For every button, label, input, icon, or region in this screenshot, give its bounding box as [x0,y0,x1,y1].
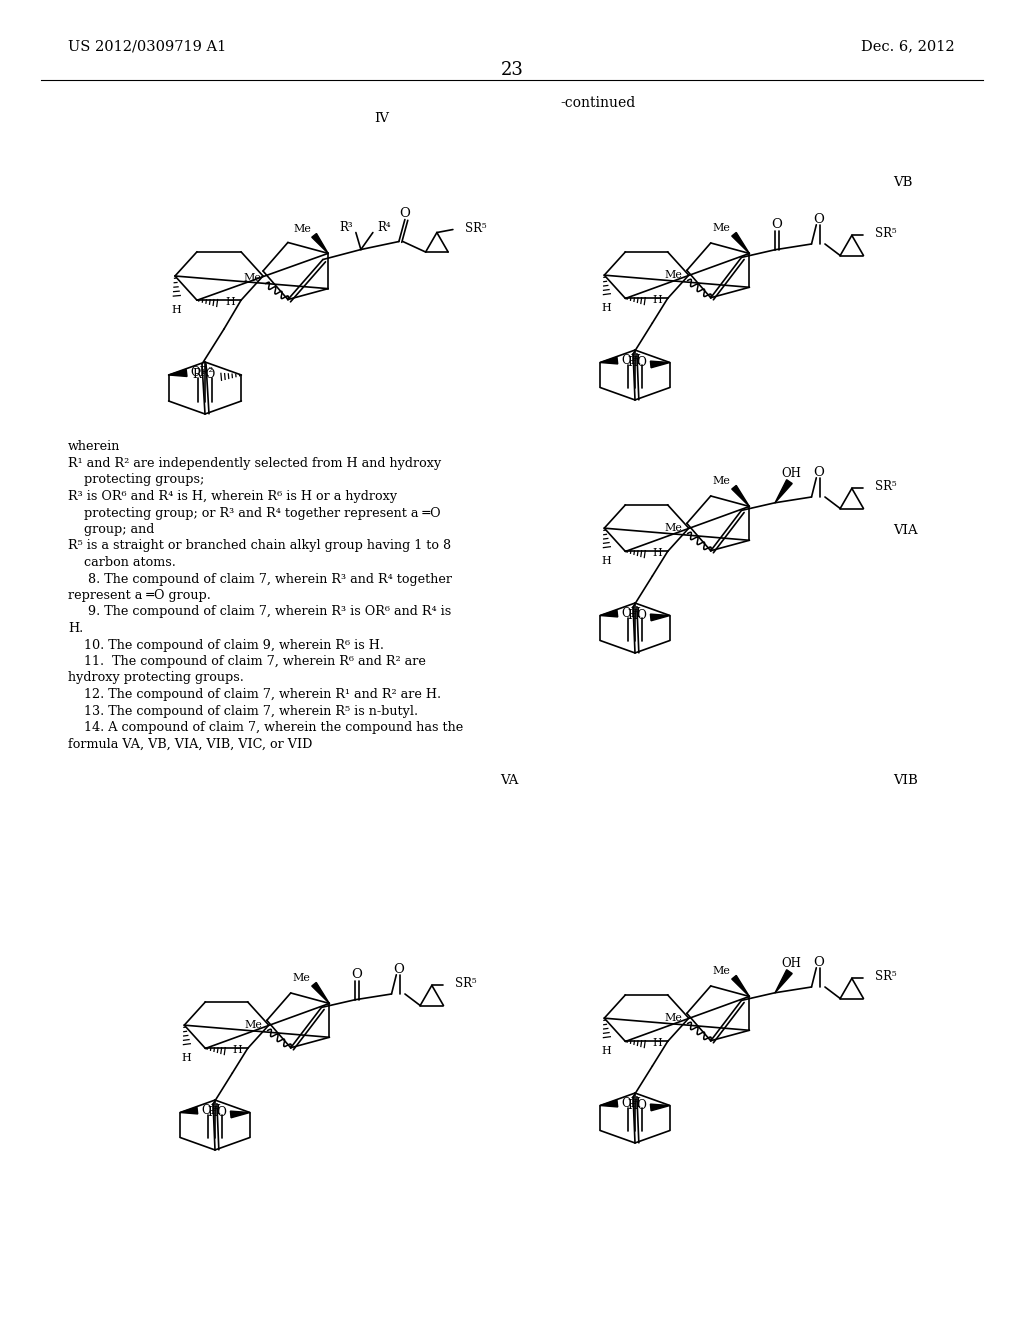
Text: Me: Me [293,224,311,235]
Text: R¹O: R¹O [193,368,215,381]
Polygon shape [650,614,670,620]
Text: H: H [225,297,234,308]
Text: OH: OH [622,1097,641,1110]
Text: O: O [771,218,782,231]
Polygon shape [732,232,750,253]
Polygon shape [775,970,793,993]
Text: Me: Me [292,973,310,983]
Text: SR⁵: SR⁵ [874,970,896,983]
Text: SR⁵: SR⁵ [874,227,896,240]
Text: 10. The compound of claim 9, wherein R⁶ is H.: 10. The compound of claim 9, wherein R⁶ … [68,639,384,652]
Text: Me: Me [244,1020,262,1030]
Text: R⁵ is a straight or branched chain alkyl group having 1 to 8: R⁵ is a straight or branched chain alkyl… [68,540,452,553]
Text: H: H [601,556,611,566]
Text: H: H [601,1045,611,1056]
Text: 12. The compound of claim 7, wherein R¹ and R² are H.: 12. The compound of claim 7, wherein R¹ … [68,688,441,701]
Text: Me: Me [713,966,730,977]
Text: VB: VB [893,177,912,190]
Text: carbon atoms.: carbon atoms. [68,556,176,569]
Text: 11.  The compound of claim 7, wherein R⁶ and R² are: 11. The compound of claim 7, wherein R⁶ … [68,655,426,668]
Text: group; and: group; and [68,523,155,536]
Text: protecting group; or R³ and R⁴ together represent a ═O: protecting group; or R³ and R⁴ together … [68,507,440,520]
Polygon shape [600,358,617,364]
Polygon shape [180,1107,198,1114]
Text: Me: Me [713,477,730,487]
Text: 13. The compound of claim 7, wherein R⁵ is n-butyl.: 13. The compound of claim 7, wherein R⁵ … [68,705,418,718]
Text: VA: VA [500,774,518,787]
Text: HO: HO [627,609,647,622]
Polygon shape [775,479,793,503]
Text: OR²: OR² [190,367,214,380]
Text: H: H [181,1053,191,1063]
Polygon shape [230,1111,250,1118]
Text: H.: H. [68,622,83,635]
Polygon shape [600,610,617,616]
Text: OH: OH [781,957,802,970]
Text: O: O [813,213,823,226]
Text: US 2012/0309719 A1: US 2012/0309719 A1 [68,40,226,53]
Text: Me: Me [243,272,261,282]
Text: represent a ═O group.: represent a ═O group. [68,589,211,602]
Text: OH: OH [781,467,802,480]
Text: H: H [652,548,663,558]
Text: VIB: VIB [893,774,918,787]
Text: O: O [813,956,823,969]
Text: OH: OH [201,1104,221,1117]
Text: protecting groups;: protecting groups; [68,474,204,487]
Text: Me: Me [713,223,730,234]
Text: HO: HO [207,1106,227,1119]
Polygon shape [650,1104,670,1111]
Text: VIA: VIA [893,524,918,536]
Text: Dec. 6, 2012: Dec. 6, 2012 [861,40,955,53]
Text: IV: IV [374,111,389,124]
Text: 9. The compound of claim 7, wherein R³ is OR⁶ and R⁴ is: 9. The compound of claim 7, wherein R³ i… [68,606,452,619]
Polygon shape [311,982,330,1003]
Polygon shape [650,362,670,368]
Text: hydroxy protecting groups.: hydroxy protecting groups. [68,672,244,685]
Polygon shape [311,234,328,253]
Text: -continued: -continued [560,96,635,110]
Text: HO: HO [627,1100,647,1111]
Text: R¹ and R² are independently selected from H and hydroxy: R¹ and R² are independently selected fro… [68,457,441,470]
Text: OH: OH [622,354,641,367]
Text: H: H [232,1045,242,1056]
Text: R³: R³ [339,220,353,234]
Text: Me: Me [664,1012,682,1023]
Text: H: H [171,305,181,315]
Polygon shape [732,486,750,507]
Text: O: O [393,962,403,975]
Text: H: H [601,304,611,313]
Text: Me: Me [664,523,682,533]
Text: H: H [652,1039,663,1048]
Polygon shape [600,1101,617,1107]
Text: R³ is OR⁶ and R⁴ is H, wherein R⁶ is H or a hydroxy: R³ is OR⁶ and R⁴ is H, wherein R⁶ is H o… [68,490,397,503]
Text: SR⁵: SR⁵ [465,222,486,235]
Text: wherein: wherein [68,441,121,454]
Text: 8. The compound of claim 7, wherein R³ and R⁴ together: 8. The compound of claim 7, wherein R³ a… [68,573,452,586]
Text: O: O [813,466,823,479]
Text: OH: OH [622,607,641,620]
Text: Me: Me [664,269,682,280]
Text: HO: HO [627,356,647,370]
Text: H: H [652,296,663,305]
Text: O: O [399,207,411,220]
Polygon shape [169,370,187,376]
Text: SR⁵: SR⁵ [455,977,476,990]
Text: 23: 23 [501,61,523,79]
Text: 14. A compound of claim 7, wherein the compound has the: 14. A compound of claim 7, wherein the c… [68,721,463,734]
Text: formula VA, VB, VIA, VIB, VIC, or VID: formula VA, VB, VIA, VIB, VIC, or VID [68,738,312,751]
Text: O: O [351,969,362,981]
Text: R⁴: R⁴ [377,220,390,234]
Text: SR⁵: SR⁵ [874,480,896,492]
Polygon shape [732,975,750,997]
